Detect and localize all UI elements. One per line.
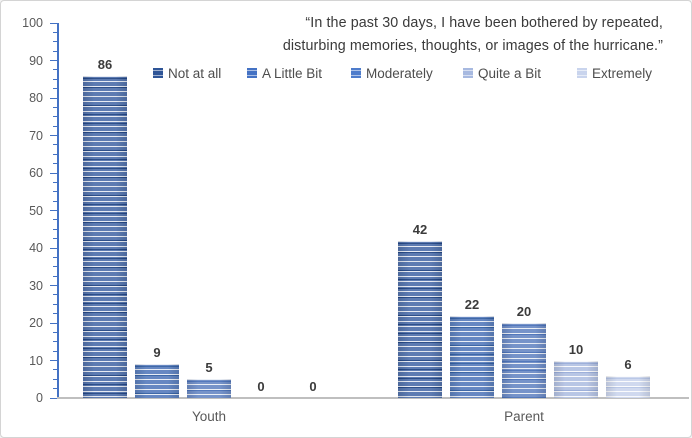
legend-label: Not at all <box>168 65 222 81</box>
y-axis-minor-tick <box>53 228 57 230</box>
y-axis-minor-tick <box>53 50 57 52</box>
y-axis-minor-tick <box>53 331 57 333</box>
bar-value-label: 86 <box>97 56 113 72</box>
y-axis-major-tick <box>50 247 57 249</box>
y-axis-minor-tick <box>53 378 57 380</box>
y-axis-minor-tick <box>53 181 57 183</box>
bar-value-label: 6 <box>624 356 632 372</box>
y-axis-minor-tick <box>53 341 57 343</box>
bar-value-label: 20 <box>516 304 532 319</box>
y-axis-major-tick <box>50 285 57 286</box>
chart-title-line1: “In the past 30 days, I have been bother… <box>305 15 663 31</box>
bar-value-label: 0 <box>309 379 317 394</box>
x-axis-baseline <box>57 397 689 399</box>
bar-youth-moderately <box>187 379 231 398</box>
y-axis-minor-tick <box>53 303 57 305</box>
bar-value-label: 9 <box>153 345 161 361</box>
y-axis-minor-tick <box>53 31 57 33</box>
category-label-youth: Youth <box>191 409 227 424</box>
y-axis-major-tick <box>50 22 57 24</box>
y-axis-major-tick <box>50 360 57 361</box>
y-axis-minor-tick <box>53 256 57 258</box>
legend-label: Extremely <box>592 65 653 81</box>
bar-parent-extremely <box>606 375 650 398</box>
bar-value-label: 5 <box>205 360 213 376</box>
legend-label: A Little Bit <box>262 65 323 81</box>
y-axis-minor-tick <box>53 163 57 165</box>
y-axis-major-tick <box>50 172 57 174</box>
y-axis-minor-tick <box>53 88 57 90</box>
bar-value-label: 42 <box>412 221 428 237</box>
y-axis-minor-tick <box>53 350 57 352</box>
chart-title-line2: disturbing memories, thoughts, or images… <box>282 38 663 54</box>
y-axis-minor-tick <box>53 294 57 296</box>
y-axis-minor-tick <box>53 153 57 155</box>
y-axis-line <box>57 23 59 399</box>
y-axis-label: 60 <box>29 166 43 180</box>
chart-title: “In the past 30 days, I have been bother… <box>223 12 663 58</box>
y-axis-major-tick <box>50 322 57 324</box>
legend-item-quite-a-bit: Quite a Bit <box>463 64 541 82</box>
bar-value-label: 0 <box>257 379 265 394</box>
bar-parent-not-at-all <box>398 240 442 398</box>
y-axis-minor-tick <box>53 78 57 80</box>
y-axis-minor-tick <box>53 388 57 390</box>
y-axis-label: 30 <box>29 278 43 293</box>
y-axis-minor-tick <box>53 266 57 268</box>
y-axis-label: 10 <box>29 353 43 368</box>
legend: Not at all A Little Bit Moderately Quite a … <box>1 64 691 82</box>
y-axis-label: 70 <box>29 128 43 143</box>
category-label-parent: Parent <box>504 409 544 424</box>
bar-youth-a-little-bit <box>135 364 179 398</box>
y-axis-label: 40 <box>29 241 43 255</box>
legend-label: Quite a Bit <box>478 65 542 81</box>
legend-item-extremely: Extremely <box>577 64 652 82</box>
y-axis-minor-tick <box>53 313 57 315</box>
y-axis-minor-tick <box>53 116 57 118</box>
legend-swatch-icon <box>463 68 473 78</box>
y-axis-minor-tick <box>53 106 57 108</box>
y-axis-minor-tick <box>53 238 57 240</box>
y-axis-label: 80 <box>29 91 43 105</box>
legend-swatch-icon <box>577 68 587 78</box>
bar-parent-a-little-bit <box>450 315 494 398</box>
y-axis-minor-tick <box>53 125 57 127</box>
y-axis-minor-tick <box>53 69 57 71</box>
bar-parent-quite-a-bit <box>554 360 598 398</box>
bar-value-label: 10 <box>568 341 584 357</box>
y-axis-label: 0 <box>36 391 43 405</box>
y-axis-major-tick <box>50 60 57 61</box>
y-axis-major-tick <box>50 397 57 399</box>
legend-item-moderately: Moderately <box>351 64 433 82</box>
y-axis-minor-tick <box>53 144 57 146</box>
y-axis-minor-tick <box>53 219 57 221</box>
y-axis-major-tick <box>50 135 57 136</box>
bar-youth-not-at-all <box>83 75 127 398</box>
y-axis-label: 20 <box>29 316 43 330</box>
y-axis-major-tick <box>50 97 57 99</box>
y-axis-major-tick <box>50 210 57 211</box>
bar-parent-moderately <box>502 323 546 398</box>
y-axis-label: 100 <box>22 16 43 30</box>
y-axis-minor-tick <box>53 275 57 277</box>
y-axis-minor-tick <box>53 369 57 371</box>
y-axis-label: 50 <box>29 203 43 218</box>
y-axis-label: 90 <box>29 53 43 68</box>
y-axis-minor-tick <box>53 200 57 202</box>
legend-item-a-little-bit: A Little Bit <box>247 64 322 82</box>
y-axis-minor-tick <box>53 41 57 43</box>
legend-swatch-icon <box>247 68 257 78</box>
legend-swatch-icon <box>153 68 163 78</box>
bar-value-label: 22 <box>464 296 480 312</box>
legend-label: Moderately <box>366 65 433 81</box>
legend-item-not-at-all: Not at all <box>153 64 221 82</box>
legend-swatch-icon <box>351 68 361 78</box>
y-axis-minor-tick <box>53 191 57 193</box>
